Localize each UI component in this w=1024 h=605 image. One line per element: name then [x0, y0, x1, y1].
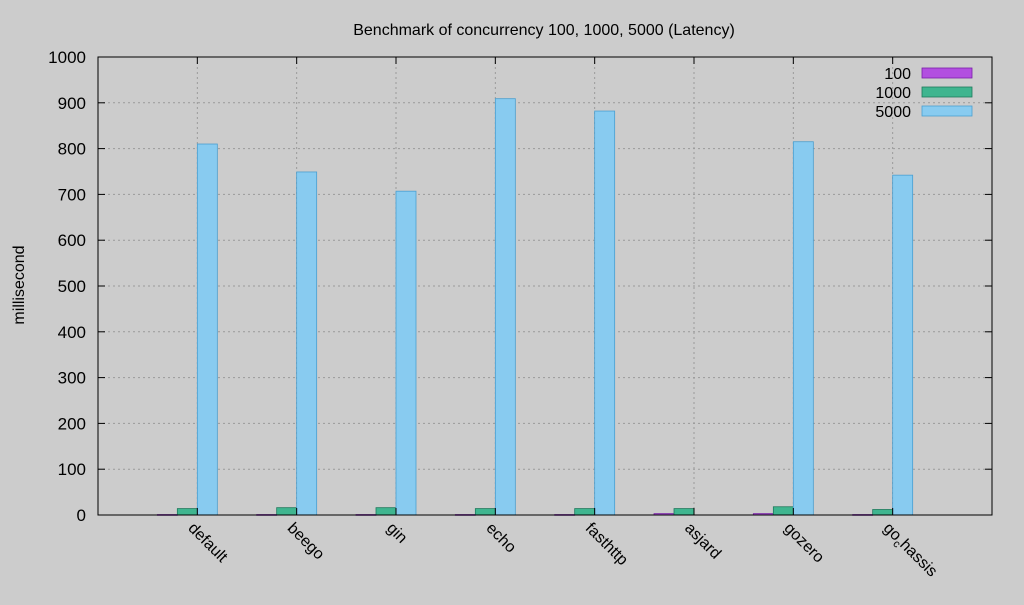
bar-5000-beego [296, 171, 318, 516]
x-tick-label-part: fasthttp [582, 520, 631, 569]
x-tick-label-part: echo [483, 520, 520, 557]
y-tick-label: 1000 [48, 48, 86, 67]
bar-5000-gin [395, 190, 417, 516]
bar-5000-go-zero [792, 141, 814, 516]
bar-5000-default [196, 143, 218, 516]
bar-1000-gochassis [872, 509, 894, 516]
y-tick-label: 100 [58, 460, 86, 479]
y-tick-label: 400 [58, 323, 86, 342]
bar-1000-echo [474, 508, 496, 516]
y-tick-label: 800 [58, 140, 86, 159]
x-tick-label: beego [284, 520, 328, 564]
bar-1000-default [176, 508, 198, 516]
y-tick-label: 500 [58, 277, 86, 296]
legend-label-100: 100 [884, 66, 911, 83]
x-tick-label: echo [483, 520, 520, 557]
bar-1000-go-zero [772, 506, 794, 516]
legend-label-1000: 1000 [875, 85, 911, 102]
bar-1000-beego [276, 507, 298, 516]
x-tick-label-part: gin [383, 520, 410, 547]
y-tick-label: 0 [77, 506, 86, 525]
x-tick-label: gozero [781, 520, 828, 567]
x-tick-label-part: default [185, 520, 231, 566]
plot-border [97, 56, 993, 516]
chart-title: Benchmark of concurrency 100, 1000, 5000… [353, 22, 735, 39]
legend-swatch-100 [921, 67, 973, 79]
bar-1000-gin [375, 507, 397, 516]
legend: 100 1000 5000 [875, 66, 973, 121]
y-tick-label: 300 [58, 369, 86, 388]
bars [156, 98, 914, 516]
y-tick-label: 900 [58, 94, 86, 113]
legend-label-5000: 5000 [875, 104, 911, 121]
x-tick-label: asjard [681, 520, 724, 563]
x-tick-label-part: asjard [681, 520, 724, 563]
bar-1000-asjard [673, 508, 695, 516]
y-axis-label: millisecond [11, 245, 28, 324]
y-tick-label: 200 [58, 414, 86, 433]
x-tick-label-tail: hassis [896, 536, 940, 580]
x-tick-label: gin [383, 520, 410, 547]
x-tick-label: fasthttp [582, 520, 631, 569]
axes: 0 100 200 300 400 500 600 700 800 900 1000 default b… [48, 48, 993, 583]
legend-swatch-1000 [921, 86, 973, 98]
x-tick-label: gochassis [878, 520, 941, 583]
x-tick-label-part: beego [284, 520, 328, 564]
grid-lines [98, 57, 992, 515]
legend-swatch-5000 [921, 105, 973, 117]
y-tick-label: 700 [58, 185, 86, 204]
bar-1000-fasthttp [574, 508, 596, 516]
bar-5000-echo [494, 98, 516, 516]
y-tick-label: 600 [58, 231, 86, 250]
bar-5000-fasthttp [594, 110, 616, 516]
x-tick-label: default [185, 520, 231, 566]
bar-5000-gochassis [892, 174, 914, 516]
